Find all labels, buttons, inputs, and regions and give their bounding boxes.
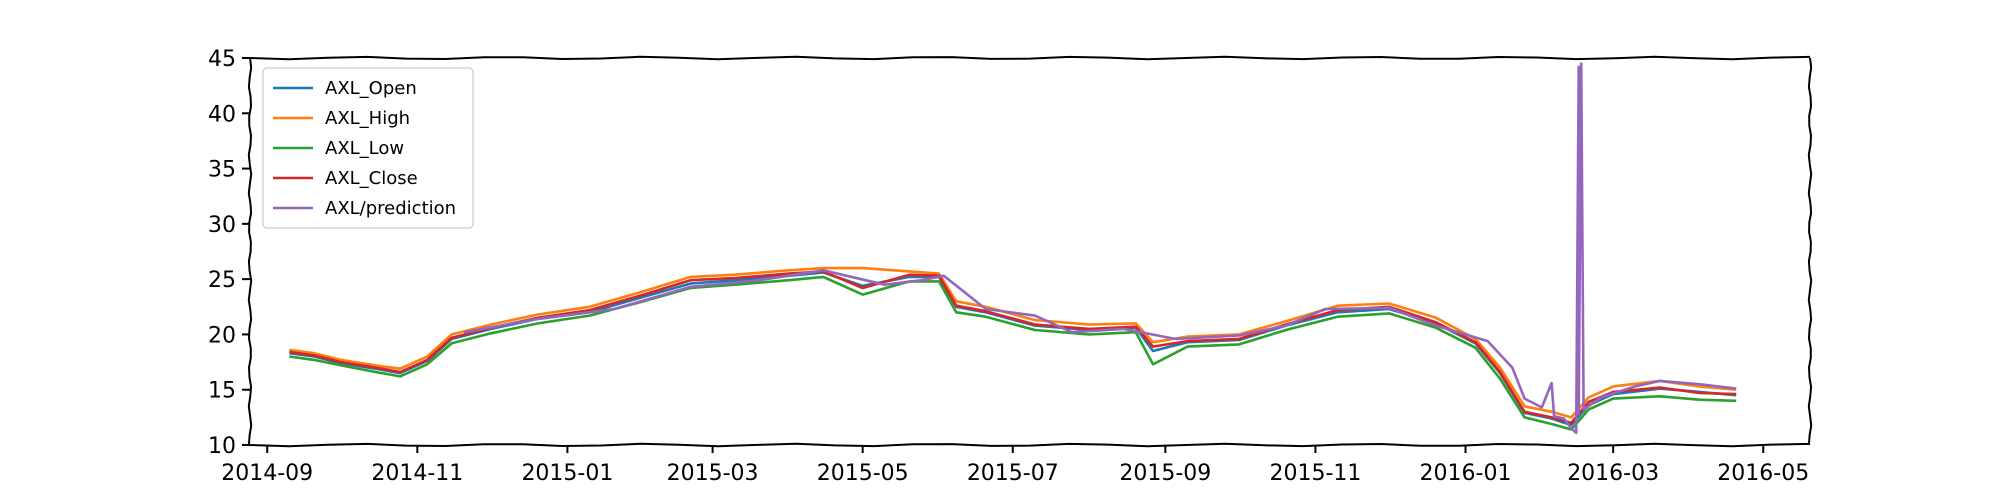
series-lines bbox=[289, 62, 1737, 435]
x-tick-label: 2015-09 bbox=[1119, 461, 1211, 486]
plot-frame bbox=[247, 55, 1813, 448]
legend-box bbox=[262, 67, 474, 229]
y-axis: 10 15 20 25 30 35 40 45 bbox=[208, 47, 250, 459]
y-tick-label: 30 bbox=[208, 213, 236, 238]
y-tick-label: 10 bbox=[208, 434, 236, 459]
frame-top bbox=[249, 55, 1811, 61]
series-line-axl-high bbox=[289, 266, 1737, 419]
series-line-axl-low bbox=[289, 275, 1737, 431]
y-tick-label: 20 bbox=[208, 323, 236, 348]
y-tick-label: 15 bbox=[208, 379, 236, 404]
frame-right bbox=[1807, 57, 1813, 446]
legend-label: AXL_High bbox=[325, 108, 410, 129]
x-axis: 2014-09 2014-11 2015-01 2015-03 2015-05 2015-… bbox=[221, 445, 1809, 486]
frame-left bbox=[247, 57, 253, 446]
x-tick-label: 2015-01 bbox=[521, 461, 613, 486]
frame-bottom bbox=[249, 442, 1811, 448]
x-tick-label: 2016-01 bbox=[1420, 461, 1512, 486]
x-tick-label: 2015-07 bbox=[967, 461, 1059, 486]
x-tick-label: 2015-03 bbox=[667, 461, 759, 486]
x-tick-label: 2014-09 bbox=[221, 461, 313, 486]
legend-label: AXL_Close bbox=[325, 168, 418, 189]
y-tick-label: 35 bbox=[208, 158, 236, 183]
y-tick-label: 40 bbox=[208, 102, 236, 127]
series-line-axl-close bbox=[289, 270, 1737, 425]
legend-label: AXL_Open bbox=[325, 78, 417, 99]
legend: AXL_Open AXL_High AXL_Low AXL_Close AXL/pred… bbox=[262, 67, 474, 229]
legend-label: AXL_Low bbox=[325, 138, 404, 159]
y-tick-label: 45 bbox=[208, 47, 236, 72]
y-tick-label: 25 bbox=[208, 268, 236, 293]
legend-label: AXL/prediction bbox=[325, 198, 456, 219]
series-line-axl-prediction bbox=[463, 62, 1737, 435]
x-tick-label: 2016-05 bbox=[1717, 461, 1809, 486]
x-tick-label: 2015-05 bbox=[817, 461, 909, 486]
x-tick-label: 2015-11 bbox=[1269, 461, 1361, 486]
x-tick-label: 2016-03 bbox=[1567, 461, 1659, 486]
x-tick-label: 2014-11 bbox=[371, 461, 463, 486]
